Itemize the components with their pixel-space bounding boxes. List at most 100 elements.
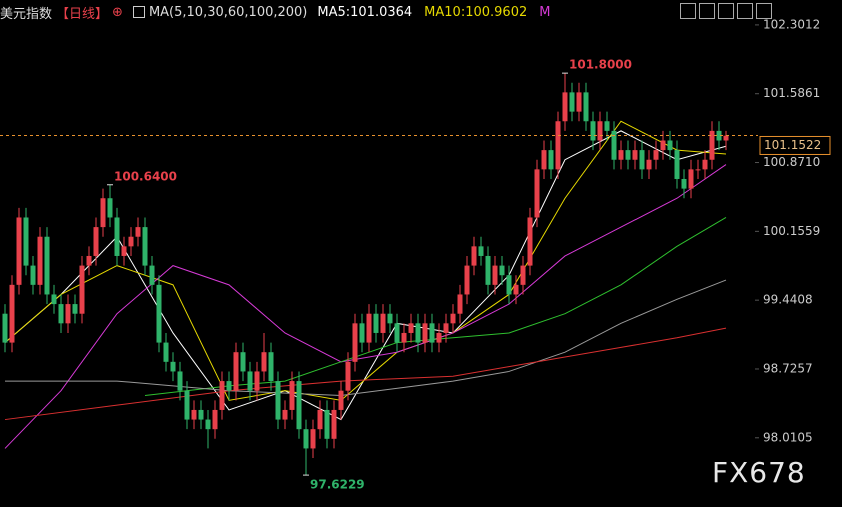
y-tick-label: 99.4408 [763,293,813,307]
annotation-label: 97.6229 [310,478,365,492]
candle-body [380,313,386,333]
candle-body [520,265,526,285]
candle-body [86,255,92,266]
candle-body [485,255,491,285]
candle-body [471,246,477,266]
candle-body [506,275,512,295]
candle-body [135,227,141,237]
y-tick-label: 102.3012 [763,17,820,31]
candle-body [569,92,575,112]
watermark: FX678 [712,456,806,489]
candle-body [639,150,645,170]
candle-body [233,352,239,391]
candle-body [667,140,673,151]
candle-body [415,323,421,343]
tool-button[interactable] [737,3,753,19]
tool-button[interactable] [756,3,772,19]
toolbar [680,3,772,19]
candle-body [408,323,414,333]
candle-body [170,361,176,372]
candle-body [2,313,8,343]
candle-body [352,323,358,362]
candle-body [44,236,50,295]
annotation-label: 101.8000 [569,58,632,72]
ma-line [5,279,727,397]
y-tick-label: 101.5861 [763,86,820,100]
candle-body [191,409,197,420]
candle-body [198,409,204,420]
candle-body [23,217,29,266]
y-tick-label: 98.7257 [763,361,813,375]
tool-button[interactable] [718,3,734,19]
candle-body [324,409,330,439]
y-tick-label: 98.0105 [763,430,813,444]
ma-title: MA(5,10,30,60,100,200) [148,4,308,20]
title: 美元指数 [0,6,53,22]
candle-body [65,304,71,324]
candle-body [534,169,540,218]
candle-body [16,217,22,285]
candle-body [695,169,701,171]
candle-body [597,121,603,141]
period[interactable]: 【日线】 [56,6,109,22]
last-price-box [759,135,831,155]
candle-body [359,323,365,343]
candle-body [184,390,190,420]
candle-body [555,121,561,170]
candle-body [422,323,428,343]
candle-body [345,361,351,391]
candle-body [121,246,127,256]
candle-body [149,265,155,285]
candle-body [212,409,218,430]
candle-body [107,198,113,218]
tool-button[interactable] [680,3,696,19]
candle-body [275,381,281,420]
candle-body [30,265,36,285]
annotation-label: 100.6400 [114,169,177,183]
add-icon[interactable]: ⊕ [112,4,123,20]
candle-body [163,342,169,362]
candle-body [541,150,547,170]
candle-body [9,284,15,343]
candle-body [100,198,106,228]
y-tick-label: 100.8710 [763,155,820,169]
candle-body [331,409,337,439]
ma-line [4,120,727,401]
candle-body [457,294,463,314]
ma-icon[interactable] [132,6,145,18]
candle-body [366,313,372,343]
candle-body [492,265,498,285]
candle-body [702,159,708,170]
candle-body [443,323,449,333]
candle-body [240,352,246,372]
candle-body [562,92,568,122]
candle-body [618,150,624,160]
candle-body [646,159,652,170]
candle-body [114,217,120,256]
candle-body [436,332,442,343]
candle-body [156,284,162,343]
candle-body [723,135,729,141]
candle-body [177,371,183,391]
candle-body [72,304,78,314]
candle-body [219,381,225,410]
candle-body [653,150,659,160]
ma-line [144,217,727,397]
tool-button[interactable] [699,3,715,19]
candle-body [58,304,64,324]
ma-line [4,164,727,449]
candle-body [709,130,715,160]
legend-entry: MA10:100.9602 [424,4,528,20]
candle-body [625,150,631,160]
candle-body [261,352,267,372]
candle-body [401,332,407,343]
last-price-label: 101.1522 [764,138,821,152]
candle-body [590,121,596,141]
candle-body [464,265,470,295]
candle-body [79,265,85,314]
candle-body [576,92,582,112]
candle-body [296,381,302,430]
candle-body [450,313,456,324]
candle-body [681,178,687,189]
